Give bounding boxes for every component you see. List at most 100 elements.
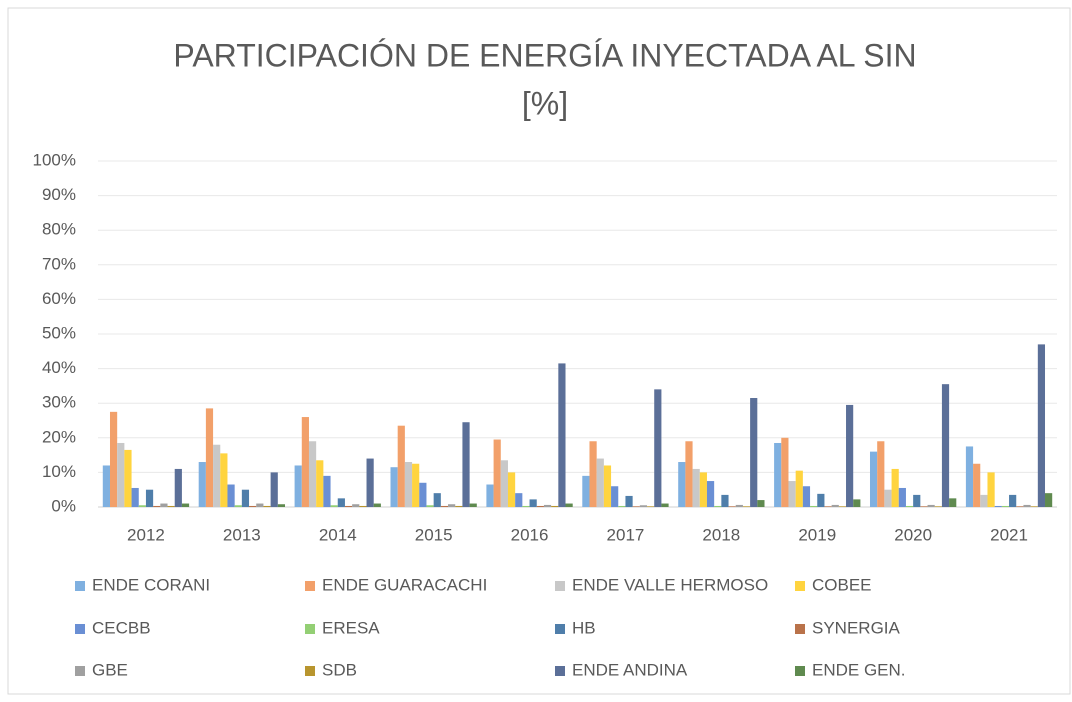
legend-label: ENDE GEN.	[812, 660, 906, 679]
bar	[440, 505, 449, 507]
legend-label: SDB	[322, 660, 357, 679]
bar	[397, 425, 405, 507]
legend-label: ERESA	[322, 618, 380, 637]
legend-swatch	[75, 624, 85, 634]
x-tick-label: 2018	[702, 525, 740, 544]
legend-label: ENDE GUARACACHI	[322, 575, 487, 594]
bar	[699, 472, 707, 507]
bar	[934, 506, 942, 507]
bar	[433, 493, 441, 507]
bar	[582, 475, 590, 507]
x-tick-label: 2017	[607, 525, 645, 544]
bar	[249, 505, 257, 507]
bar	[654, 389, 662, 507]
x-tick-label: 2019	[798, 525, 836, 544]
bar	[685, 441, 693, 507]
bar	[603, 465, 612, 507]
bar	[213, 444, 221, 507]
bar	[788, 481, 796, 507]
bar	[846, 404, 854, 507]
bar	[618, 505, 626, 507]
bar	[270, 472, 278, 507]
bar	[330, 505, 338, 507]
bar	[263, 505, 271, 507]
legend-swatch	[555, 581, 565, 591]
bar	[205, 408, 214, 507]
bar	[757, 500, 765, 507]
bar	[706, 481, 715, 507]
bar	[426, 505, 434, 507]
bar	[462, 422, 470, 507]
bar	[1001, 505, 1010, 507]
bar	[647, 506, 655, 507]
bar	[198, 462, 206, 507]
legend-swatch	[795, 581, 805, 591]
bar	[507, 472, 516, 507]
bar	[301, 417, 309, 507]
bar	[611, 486, 619, 507]
bar	[412, 463, 420, 507]
y-tick-label: 40%	[42, 358, 76, 377]
y-tick-label: 100%	[33, 150, 76, 169]
bar	[728, 506, 736, 507]
legend-swatch	[75, 666, 85, 676]
bar	[486, 484, 494, 507]
legend-swatch	[795, 624, 805, 634]
bar	[469, 503, 477, 507]
bar	[529, 499, 537, 507]
bar	[714, 505, 722, 507]
y-tick-label: 0%	[51, 496, 76, 515]
bar	[877, 441, 885, 507]
bar	[102, 465, 110, 507]
chart-title: [%]	[522, 85, 568, 121]
bar	[138, 505, 146, 507]
legend-swatch	[305, 581, 315, 591]
bar	[227, 484, 235, 507]
bar	[1037, 344, 1046, 507]
legend-swatch	[795, 666, 805, 676]
bar	[145, 489, 154, 507]
bar	[735, 504, 743, 507]
bar	[817, 493, 825, 507]
bar	[522, 505, 530, 507]
x-tick-label: 2021	[990, 525, 1028, 544]
bar	[941, 384, 950, 507]
bar	[515, 493, 523, 507]
y-tick-label: 80%	[42, 220, 76, 239]
bar	[838, 506, 847, 507]
bar	[241, 489, 250, 507]
y-tick-label: 50%	[42, 323, 76, 342]
bar	[536, 505, 544, 507]
bar	[1030, 506, 1038, 507]
bar	[927, 504, 935, 507]
bar	[810, 505, 818, 507]
bar	[781, 437, 789, 507]
bar	[160, 503, 168, 507]
bar	[174, 468, 182, 507]
bar	[404, 462, 413, 507]
bar	[661, 503, 669, 507]
bar	[352, 504, 360, 507]
x-tick-label: 2014	[319, 525, 357, 544]
bar	[493, 439, 501, 507]
bar	[277, 504, 286, 507]
bar	[596, 458, 604, 507]
bar	[824, 506, 832, 507]
y-tick-label: 70%	[42, 254, 76, 273]
bar	[316, 460, 324, 507]
chart-frame	[7, 7, 1071, 695]
bar	[308, 441, 317, 507]
legend-label: CECBB	[92, 618, 151, 637]
bar	[455, 505, 463, 507]
bar	[543, 504, 552, 507]
y-tick-label: 30%	[42, 393, 76, 412]
bar	[1045, 493, 1053, 507]
bar	[256, 503, 264, 507]
bar	[750, 398, 758, 507]
bar	[802, 486, 811, 507]
bar	[795, 470, 803, 507]
bar	[181, 503, 190, 507]
bar	[117, 442, 125, 507]
bar	[131, 487, 139, 507]
